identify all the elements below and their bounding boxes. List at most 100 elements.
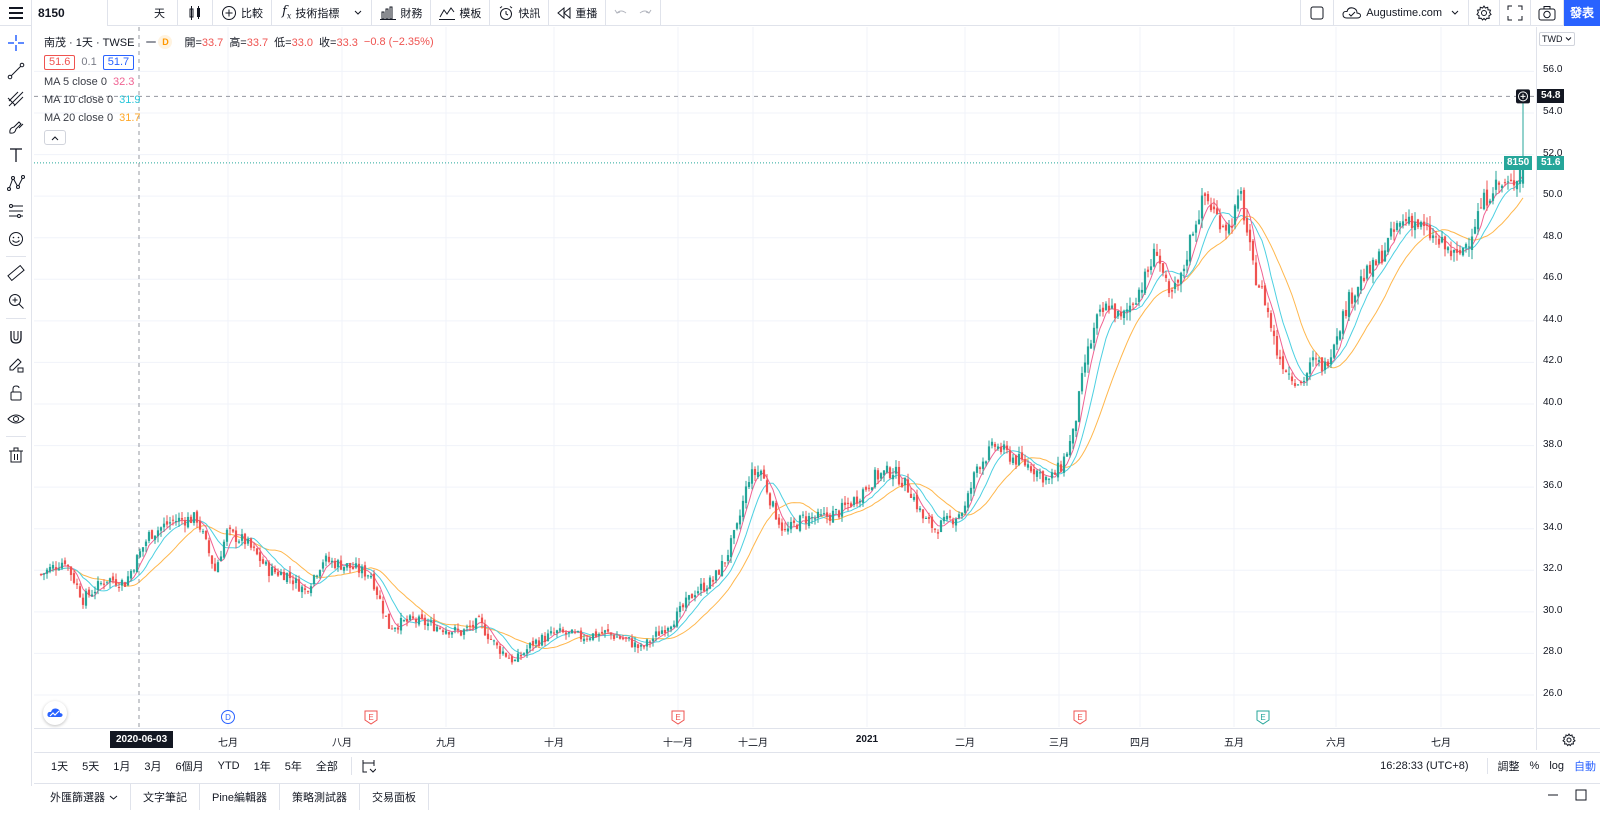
- candle: [390, 624, 394, 630]
- candle: [540, 633, 544, 647]
- goto-date-button[interactable]: [350, 756, 376, 775]
- symbol-search-input[interactable]: [32, 0, 108, 26]
- price-tick: 42.0: [1543, 355, 1563, 367]
- financials-button[interactable]: 財務: [372, 0, 432, 26]
- range-button[interactable]: 5天: [82, 760, 100, 773]
- range-button[interactable]: YTD: [217, 759, 240, 772]
- bid-price[interactable]: 51.6: [44, 54, 76, 70]
- add-alert-icon[interactable]: [1516, 89, 1530, 104]
- candles: [39, 96, 1525, 665]
- clock-readout[interactable]: 16:28:33 (UTC+8): [1380, 760, 1469, 772]
- candle: [726, 549, 730, 565]
- auto-toggle[interactable]: 自動: [1574, 761, 1596, 773]
- candle: [486, 629, 490, 644]
- tab-pine-editor[interactable]: Pine編輯器: [200, 784, 281, 810]
- icon-tool[interactable]: [5, 228, 27, 250]
- candle: [291, 575, 295, 591]
- pattern-tool[interactable]: [5, 172, 27, 194]
- undo-icon[interactable]: [614, 8, 628, 18]
- candle: [1488, 198, 1492, 205]
- ma20-legend[interactable]: MA 20 close 0 31.7: [44, 109, 434, 127]
- price-chart[interactable]: D E E E E: [34, 27, 1534, 749]
- ma5-legend[interactable]: MA 5 close 0 32.3: [44, 73, 434, 91]
- stay-drawing-tool[interactable]: [5, 354, 27, 376]
- indicators-button[interactable]: fx 技術指標: [272, 0, 373, 26]
- chart-style-button[interactable]: [178, 0, 213, 26]
- ask-price[interactable]: 51.7: [102, 54, 135, 70]
- fullscreen-button[interactable]: [1500, 0, 1531, 26]
- crosshair-tool[interactable]: [5, 32, 27, 54]
- alerts-button[interactable]: 快訊: [490, 0, 550, 26]
- candle: [966, 490, 970, 511]
- candle: [855, 490, 859, 507]
- time-axis[interactable]: 七月 八月 九月 十月 十一月 十二月 2021 二月 三月 四月 五月 六月 七月 2020-06-03: [34, 728, 1534, 750]
- compare-button[interactable]: 比較: [213, 0, 272, 26]
- candle: [426, 618, 430, 631]
- adjust-toggle[interactable]: 調整: [1486, 758, 1520, 774]
- candle: [612, 633, 616, 641]
- range-button[interactable]: 6個月: [175, 760, 204, 773]
- earnings-event-marker[interactable]: E: [1256, 710, 1270, 725]
- replay-button[interactable]: 重播: [549, 0, 607, 26]
- candle: [501, 647, 505, 656]
- visibility-tool[interactable]: [5, 408, 27, 430]
- earnings-event-marker[interactable]: E: [671, 710, 685, 725]
- candle: [594, 628, 598, 638]
- brush-tool[interactable]: [5, 116, 27, 138]
- candle: [651, 635, 655, 647]
- settings-button[interactable]: [1469, 0, 1500, 26]
- candle: [888, 466, 892, 480]
- dividend-event-marker[interactable]: D: [221, 710, 235, 724]
- remove-drawings-tool[interactable]: [5, 444, 27, 466]
- range-button[interactable]: 1天: [51, 760, 69, 773]
- candle: [513, 658, 517, 662]
- range-button[interactable]: 1年: [253, 760, 271, 773]
- text-tool[interactable]: [5, 144, 27, 166]
- tradingview-logo[interactable]: [43, 701, 67, 725]
- fib-tool[interactable]: [5, 88, 27, 110]
- candle: [849, 501, 853, 508]
- templates-button[interactable]: 模板: [431, 0, 491, 26]
- function-icon: fx: [282, 4, 292, 21]
- publish-button[interactable]: 發表: [1564, 0, 1600, 26]
- price-tick: 56.0: [1543, 64, 1563, 76]
- tab-forex-screener[interactable]: 外匯篩選器: [34, 784, 131, 810]
- account-menu[interactable]: Augustime.com: [1334, 0, 1469, 26]
- tab-text-notes[interactable]: 文字筆記: [131, 784, 200, 810]
- measure-tool[interactable]: [5, 262, 27, 284]
- trend-line-tool[interactable]: [5, 60, 27, 82]
- earnings-event-marker[interactable]: E: [1073, 710, 1087, 725]
- maximize-icon[interactable]: [1574, 788, 1588, 802]
- range-button[interactable]: 3月: [144, 760, 162, 773]
- earnings-event-marker[interactable]: E: [364, 710, 378, 725]
- percent-toggle[interactable]: %: [1529, 760, 1540, 772]
- redo-icon[interactable]: [638, 8, 652, 18]
- tab-strategy-tester[interactable]: 策略測試器: [280, 784, 361, 810]
- price-axis[interactable]: TWD 56.0 54.0 52.0 50.0 48.0 46.0 44.0 42.0 40.0…: [1536, 27, 1600, 749]
- tab-trading-panel[interactable]: 交易面板: [360, 784, 430, 810]
- candle: [1053, 469, 1057, 475]
- range-button[interactable]: 1月: [113, 760, 131, 773]
- axis-settings-button[interactable]: [1536, 728, 1600, 750]
- range-button[interactable]: 全部: [315, 760, 338, 773]
- symbol-title[interactable]: 南茂 · 1天 · TWSE: [44, 37, 135, 49]
- legend-collapse-button[interactable]: [44, 130, 66, 145]
- svg-text:E: E: [368, 713, 373, 722]
- magnet-tool[interactable]: [5, 326, 27, 348]
- range-button[interactable]: 5年: [284, 760, 302, 773]
- dividend-tag[interactable]: D: [146, 35, 173, 49]
- snapshot-button[interactable]: [1531, 0, 1564, 26]
- candle: [111, 572, 115, 584]
- lock-tool[interactable]: [5, 382, 27, 404]
- currency-select[interactable]: TWD: [1539, 32, 1575, 46]
- zoom-tool[interactable]: [5, 290, 27, 312]
- forecast-tool[interactable]: [5, 200, 27, 222]
- interval-button[interactable]: 天: [108, 0, 178, 26]
- candle: [672, 620, 676, 628]
- minimize-icon[interactable]: [1546, 788, 1560, 802]
- menu-button[interactable]: [0, 0, 32, 26]
- layout-button[interactable]: [1300, 0, 1335, 26]
- candle: [450, 631, 454, 638]
- log-toggle[interactable]: log: [1549, 760, 1564, 772]
- ma10-legend[interactable]: MA 10 close 0 31.9: [44, 91, 434, 109]
